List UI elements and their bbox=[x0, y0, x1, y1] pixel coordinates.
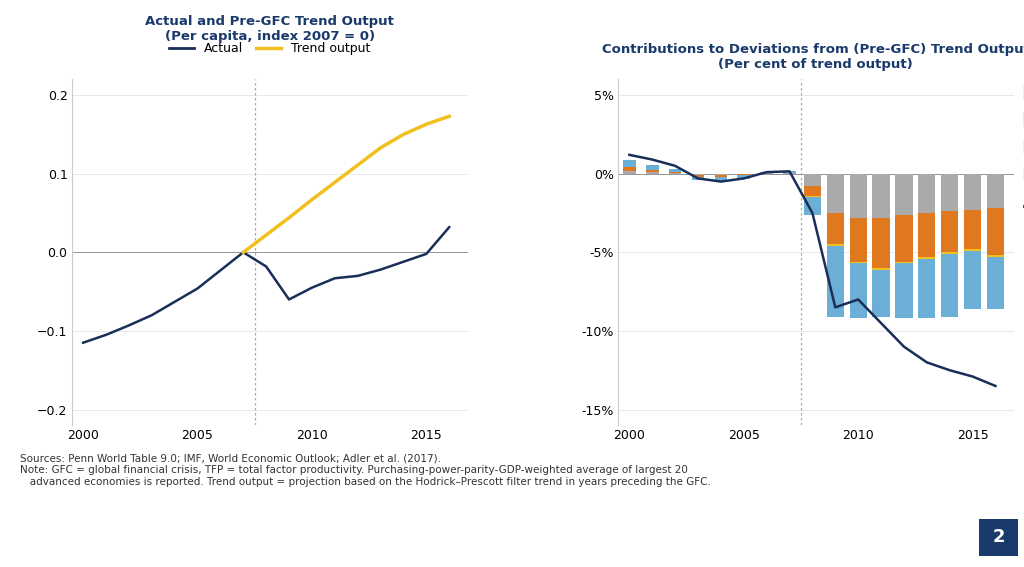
Bar bbox=[895, 214, 912, 262]
Bar bbox=[987, 256, 1005, 257]
Bar bbox=[987, 257, 1005, 309]
Bar bbox=[715, 176, 727, 182]
Bar bbox=[941, 254, 958, 317]
Title: Contributions to Deviations from (Pre-GFC) Trend Output
(Per cent of trend outpu: Contributions to Deviations from (Pre-GF… bbox=[602, 43, 1024, 71]
Bar bbox=[964, 210, 981, 249]
Bar bbox=[646, 172, 658, 174]
Bar bbox=[692, 174, 705, 175]
Bar bbox=[850, 263, 866, 318]
Trend output bbox=[329, 179, 341, 186]
Bar bbox=[872, 218, 890, 268]
Actual bbox=[214, 267, 226, 274]
Line: Trend output: Trend output bbox=[244, 116, 450, 252]
Bar bbox=[941, 211, 958, 252]
Bar bbox=[826, 213, 844, 244]
Bar bbox=[987, 208, 1005, 256]
Bar bbox=[692, 176, 705, 180]
Trend output bbox=[283, 214, 295, 221]
Bar bbox=[964, 174, 981, 210]
Actual bbox=[169, 298, 181, 305]
Bar bbox=[850, 218, 866, 262]
Bar bbox=[737, 175, 750, 179]
Bar bbox=[783, 171, 796, 172]
Bar bbox=[646, 165, 658, 170]
Bar bbox=[987, 174, 1005, 208]
Bar bbox=[941, 174, 958, 211]
Trend output bbox=[260, 232, 272, 239]
Bar bbox=[895, 174, 912, 214]
Bar bbox=[669, 173, 681, 174]
Text: Sources: Penn World Table 9.0; IMF, World Economic Outlook; Adler et al. (2017).: Sources: Penn World Table 9.0; IMF, Worl… bbox=[20, 454, 712, 487]
Bar bbox=[964, 251, 981, 309]
Actual bbox=[420, 251, 432, 257]
Bar bbox=[623, 167, 636, 171]
Bar bbox=[804, 187, 821, 196]
Actual bbox=[375, 266, 387, 273]
Bar bbox=[761, 172, 773, 173]
Bar bbox=[895, 263, 912, 318]
Bar bbox=[826, 174, 844, 213]
Bar bbox=[919, 259, 935, 318]
Trend output bbox=[397, 131, 410, 138]
Bar bbox=[783, 172, 796, 174]
Actual bbox=[351, 273, 364, 280]
Actual bbox=[443, 224, 456, 231]
Bar bbox=[919, 174, 935, 213]
Actual bbox=[100, 332, 113, 338]
Actual bbox=[191, 285, 204, 292]
Actual bbox=[397, 259, 410, 265]
Actual bbox=[306, 284, 318, 291]
Trend output bbox=[351, 162, 364, 168]
Bar bbox=[715, 174, 727, 175]
Bar bbox=[850, 262, 866, 263]
Line: Actual: Actual bbox=[83, 227, 450, 342]
Bar bbox=[826, 244, 844, 246]
Actual bbox=[260, 263, 272, 270]
Actual bbox=[145, 312, 158, 319]
Bar bbox=[872, 270, 890, 317]
Legend: Actual, Trend output: Actual, Trend output bbox=[164, 37, 375, 60]
Text: 2: 2 bbox=[992, 528, 1005, 546]
Bar bbox=[623, 160, 636, 167]
Trend output bbox=[238, 249, 250, 256]
Actual bbox=[238, 249, 250, 256]
Bar bbox=[895, 262, 912, 263]
Bar bbox=[919, 213, 935, 257]
Bar bbox=[872, 268, 890, 269]
Actual bbox=[123, 322, 135, 329]
Title: Actual and Pre-GFC Trend Output
(Per capita, index 2007 = 0): Actual and Pre-GFC Trend Output (Per cap… bbox=[145, 15, 394, 44]
Bar bbox=[919, 257, 935, 259]
Actual bbox=[329, 275, 341, 282]
Bar bbox=[646, 170, 658, 172]
Bar bbox=[826, 246, 844, 317]
Bar bbox=[804, 174, 821, 187]
Bar bbox=[669, 172, 681, 173]
Trend output bbox=[420, 121, 432, 128]
Bar bbox=[692, 175, 705, 176]
Trend output bbox=[306, 196, 318, 203]
Bar bbox=[715, 175, 727, 176]
Bar bbox=[737, 174, 750, 175]
Trend output bbox=[443, 113, 456, 120]
Bar bbox=[872, 174, 890, 218]
Actual bbox=[77, 339, 89, 346]
Bar bbox=[804, 196, 821, 197]
Actual bbox=[283, 296, 295, 303]
Bar bbox=[804, 197, 821, 215]
Bar bbox=[964, 249, 981, 251]
Trend output bbox=[375, 145, 387, 151]
Bar bbox=[623, 171, 636, 174]
Bar bbox=[850, 174, 866, 218]
Bar bbox=[941, 252, 958, 254]
Bar bbox=[669, 170, 681, 172]
